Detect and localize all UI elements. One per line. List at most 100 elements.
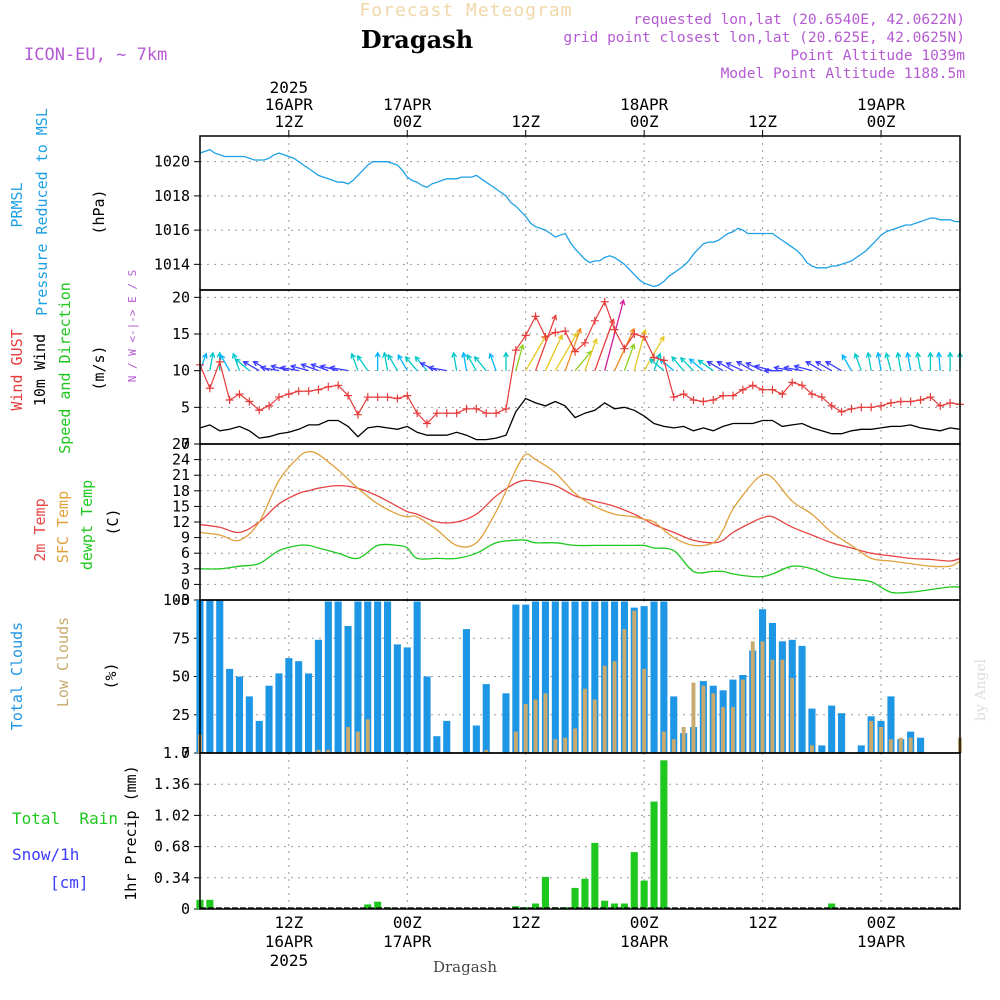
wind-arrow-head — [649, 358, 656, 365]
pressure-line — [199, 148, 960, 288]
y-tick-label: 25 — [172, 706, 190, 724]
wind-arrow-head — [404, 355, 411, 362]
wind-arrow-head — [793, 364, 800, 370]
total-cloud-bar — [285, 658, 293, 753]
total-cloud-bar — [838, 713, 846, 753]
wind-gust-marker — [314, 385, 323, 394]
low-cloud-bar — [484, 749, 489, 753]
low-cloud-bar — [869, 720, 874, 753]
precip-unit-label: 1hr Precip (mm) — [122, 765, 140, 900]
low-cloud-bar — [642, 668, 647, 753]
wind-gust-marker — [413, 409, 422, 418]
wind-gust-marker — [452, 409, 461, 418]
y-tick-label: 0 — [181, 900, 190, 918]
total-cloud-bar — [571, 601, 579, 753]
wind-gust-marker — [383, 393, 392, 402]
rain-bar — [206, 899, 214, 909]
y-tick-label: 1.02 — [154, 806, 190, 824]
top-time-label: 18APR — [620, 95, 669, 114]
wind-gust-marker — [294, 387, 303, 396]
wind-gust-marker — [738, 385, 747, 394]
wind-gust-marker — [235, 390, 244, 399]
wind-arrow-head — [382, 351, 389, 358]
y-tick-label: 10 — [172, 362, 190, 380]
total-cloud-bar — [324, 601, 332, 753]
wind-direction-arrow — [726, 362, 744, 372]
wind-direction-arrow — [825, 361, 842, 372]
wind-arrow-head — [209, 351, 216, 358]
rain-bar — [601, 900, 609, 909]
wind-gust-marker — [610, 325, 619, 334]
total-cloud-bar — [314, 639, 322, 753]
low-cloud-bar — [661, 731, 666, 753]
wind-direction-arrow — [428, 366, 447, 372]
wind-arrow-head — [231, 352, 238, 359]
total-cloud-bar — [384, 601, 392, 753]
total-cloud-bar — [393, 644, 401, 753]
wind-gust-label: Wind GUST — [8, 329, 26, 410]
low-cloud-bar — [563, 737, 568, 753]
wind-arrow-head — [279, 365, 286, 372]
low-cloud-bar — [612, 661, 617, 753]
wind-direction-arrow — [916, 352, 922, 371]
wind-arrow-head — [219, 353, 226, 361]
wind-direction-arrow — [680, 357, 694, 372]
plot-layer: 101410161018102005101520-303691215182124… — [154, 78, 964, 970]
low-cloud-bar — [681, 727, 686, 753]
total-rain-label: Total Rain — [12, 809, 118, 828]
total-cloud-bar — [305, 673, 313, 753]
temp-sfc-line — [199, 450, 961, 568]
total-cloud-bar — [265, 685, 273, 753]
top-time-label: 00Z — [867, 112, 896, 131]
wind-gust-marker — [215, 357, 224, 366]
total-cloud-bar — [443, 720, 451, 753]
wind-speed-dir-label: Speed and Direction — [56, 282, 74, 454]
wind-arrow-head — [725, 362, 732, 368]
wind-direction-arrow — [649, 358, 665, 372]
top-time-label: 12Z — [274, 112, 303, 131]
total-cloud-bar — [591, 601, 599, 753]
y-tick-label: 20 — [172, 288, 190, 306]
wind-arrow-head — [466, 353, 472, 361]
wind-arrow-head — [659, 335, 665, 342]
wind-direction-arrow — [938, 352, 941, 371]
wind-gust-marker — [353, 410, 362, 419]
wind-gust-marker — [827, 401, 836, 410]
wind-arrow-head — [865, 351, 872, 358]
wind-arrow-head — [671, 355, 677, 362]
wind-arrow-head — [841, 353, 848, 361]
bottom-time-label: 16APR — [265, 932, 314, 951]
total-cloud-bar — [462, 629, 470, 753]
y-tick-label: 12 — [172, 513, 190, 531]
wind-direction-arrow — [387, 354, 398, 371]
wind-arrow-head — [735, 361, 743, 367]
total-cloud-bar — [403, 647, 411, 753]
wind-direction-arrow — [534, 315, 557, 371]
wind-gust-marker — [462, 404, 471, 413]
wind-direction-arrow — [243, 361, 260, 372]
low-cloud-bar — [780, 659, 785, 753]
rain-bar — [620, 903, 628, 909]
wind-arrow-head — [419, 362, 426, 368]
total-cloud-bar — [917, 737, 925, 753]
y-tick-label: 15 — [172, 325, 190, 343]
bottom-time-label: 17APR — [383, 932, 432, 951]
wind-direction-arrow — [574, 350, 592, 372]
y-tick-label: -3 — [172, 591, 190, 609]
wind-direction-arrow — [604, 300, 625, 371]
wind-direction-arrow — [754, 365, 773, 372]
wind-gust-marker — [807, 390, 816, 399]
wind-gust-marker — [304, 387, 313, 396]
wind-arrow-head — [629, 343, 636, 350]
wind-arrow-head — [773, 365, 780, 372]
wind-gust-marker — [274, 393, 283, 402]
low-cloud-bar — [770, 659, 775, 753]
low-cloud-bar — [326, 749, 331, 753]
wind-gust-marker — [650, 353, 659, 362]
wind-gust-marker — [719, 391, 728, 400]
wind-direction-arrow — [235, 358, 250, 372]
wind-direction-arrow — [659, 358, 675, 372]
wind-arrow-head — [427, 365, 435, 372]
rain-bar — [571, 887, 579, 909]
footer-location: Dragash — [433, 958, 497, 976]
